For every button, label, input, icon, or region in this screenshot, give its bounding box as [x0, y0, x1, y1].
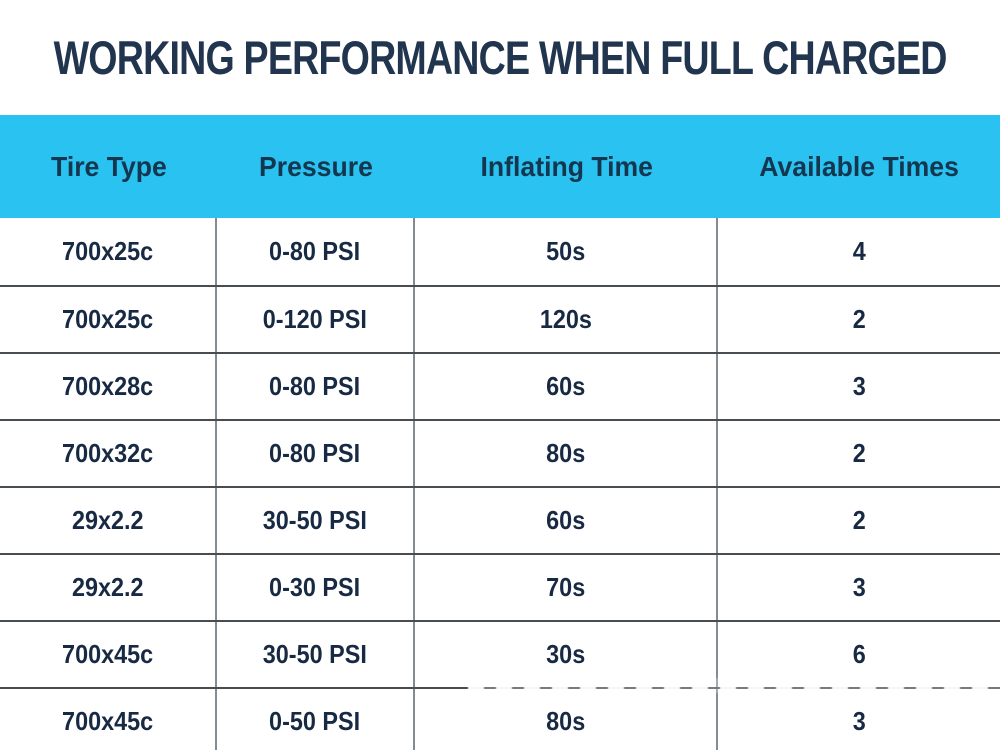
cell-available-times: 3 — [718, 689, 1000, 750]
cell-pressure: 0-30 PSI — [217, 555, 415, 620]
cell-tire-type: 700x32c — [0, 421, 217, 486]
cell-text: 0-80 PSI — [269, 236, 361, 266]
table-row: 29x2.2 30-50 PSI 60s 2 — [0, 486, 1000, 553]
cell-text: 700x45c — [61, 639, 154, 669]
cell-text: 29x2.2 — [71, 572, 144, 602]
cell-pressure: 30-50 PSI — [217, 622, 415, 687]
cell-text: 700x32c — [61, 438, 154, 468]
cell-text: 700x25c — [61, 304, 154, 334]
cell-text: 29x2.2 — [71, 505, 144, 535]
column-header-inflating-time: Inflating Time — [415, 151, 718, 183]
cell-text: 30-50 PSI — [262, 639, 368, 669]
cell-text: 0-120 PSI — [262, 304, 368, 334]
cell-text: 60s — [545, 505, 586, 535]
column-header-tire-type: Tire Type — [0, 151, 217, 183]
cell-tire-type: 700x45c — [0, 689, 217, 750]
cell-tire-type: 700x25c — [0, 218, 217, 285]
cell-pressure: 30-50 PSI — [217, 488, 415, 553]
cell-text: 2 — [852, 304, 866, 334]
cell-text: 700x45c — [61, 706, 154, 736]
cell-text: 3 — [852, 371, 866, 401]
table-row: 700x45c 30-50 PSI 30s 6 — [0, 620, 1000, 687]
cell-available-times: 2 — [718, 287, 1000, 352]
column-header-available-times: Available Times — [718, 151, 1000, 183]
cell-available-times: 6 — [718, 622, 1000, 687]
column-header-label: Inflating Time — [480, 150, 653, 182]
cell-pressure: 0-80 PSI — [217, 421, 415, 486]
title-bar: WORKING PERFORMANCE WHEN FULL CHARGED — [0, 0, 1000, 115]
cell-available-times: 3 — [718, 354, 1000, 419]
cell-pressure: 0-120 PSI — [217, 287, 415, 352]
cell-inflating-time: 60s — [415, 488, 718, 553]
cell-text: 4 — [852, 236, 866, 266]
cell-text: 50s — [545, 236, 586, 266]
cell-tire-type: 29x2.2 — [0, 555, 217, 620]
cell-text: 0-80 PSI — [269, 371, 361, 401]
cell-text: 0-30 PSI — [269, 572, 361, 602]
cell-text: 80s — [545, 706, 586, 736]
cell-inflating-time: 50s — [415, 218, 718, 285]
cell-pressure: 0-50 PSI — [217, 689, 415, 750]
table-row: 700x32c 0-80 PSI 80s 2 — [0, 419, 1000, 486]
cell-inflating-time: 120s — [415, 287, 718, 352]
table-row: 29x2.2 0-30 PSI 70s 3 — [0, 553, 1000, 620]
cell-text: 120s — [539, 304, 592, 334]
cell-tire-type: 29x2.2 — [0, 488, 217, 553]
column-header-pressure: Pressure — [217, 151, 415, 183]
column-header-label: Tire Type — [50, 150, 167, 182]
cell-text: 700x25c — [61, 236, 154, 266]
cell-text: 0-80 PSI — [269, 438, 361, 468]
cell-text: 60s — [545, 371, 586, 401]
cell-inflating-time: 70s — [415, 555, 718, 620]
cell-text: 700x28c — [61, 371, 154, 401]
cell-text: 3 — [852, 706, 866, 736]
cell-text: 30s — [545, 639, 586, 669]
page-title: WORKING PERFORMANCE WHEN FULL CHARGED — [53, 31, 948, 84]
performance-table: Tire Type Pressure Inflating Time Availa… — [0, 115, 1000, 750]
cell-text: 80s — [545, 438, 586, 468]
cell-available-times: 4 — [718, 218, 1000, 285]
column-header-label: Available Times — [759, 150, 959, 182]
cell-available-times: 2 — [718, 488, 1000, 553]
table-row: 700x25c 0-80 PSI 50s 4 — [0, 218, 1000, 285]
cell-text: 70s — [545, 572, 586, 602]
cell-available-times: 3 — [718, 555, 1000, 620]
cell-inflating-time: 60s — [415, 354, 718, 419]
cell-inflating-time: 80s — [415, 689, 718, 750]
table-row: 700x25c 0-120 PSI 120s 2 — [0, 285, 1000, 352]
column-header-label: Pressure — [259, 150, 373, 182]
cell-tire-type: 700x28c — [0, 354, 217, 419]
table-row: 700x28c 0-80 PSI 60s 3 — [0, 352, 1000, 419]
table-header-row: Tire Type Pressure Inflating Time Availa… — [0, 115, 1000, 218]
cell-inflating-time: 30s — [415, 622, 718, 687]
cell-tire-type: 700x25c — [0, 287, 217, 352]
table-row: 700x45c 0-50 PSI 80s 3 — [0, 687, 1000, 750]
cell-inflating-time: 80s — [415, 421, 718, 486]
cell-text: 3 — [852, 572, 866, 602]
cell-tire-type: 700x45c — [0, 622, 217, 687]
cell-pressure: 0-80 PSI — [217, 354, 415, 419]
cell-text: 6 — [852, 639, 866, 669]
cell-text: 2 — [852, 505, 866, 535]
cell-available-times: 2 — [718, 421, 1000, 486]
cell-text: 30-50 PSI — [262, 505, 368, 535]
cell-text: 0-50 PSI — [269, 706, 361, 736]
cell-text: 2 — [852, 438, 866, 468]
cell-pressure: 0-80 PSI — [217, 218, 415, 285]
